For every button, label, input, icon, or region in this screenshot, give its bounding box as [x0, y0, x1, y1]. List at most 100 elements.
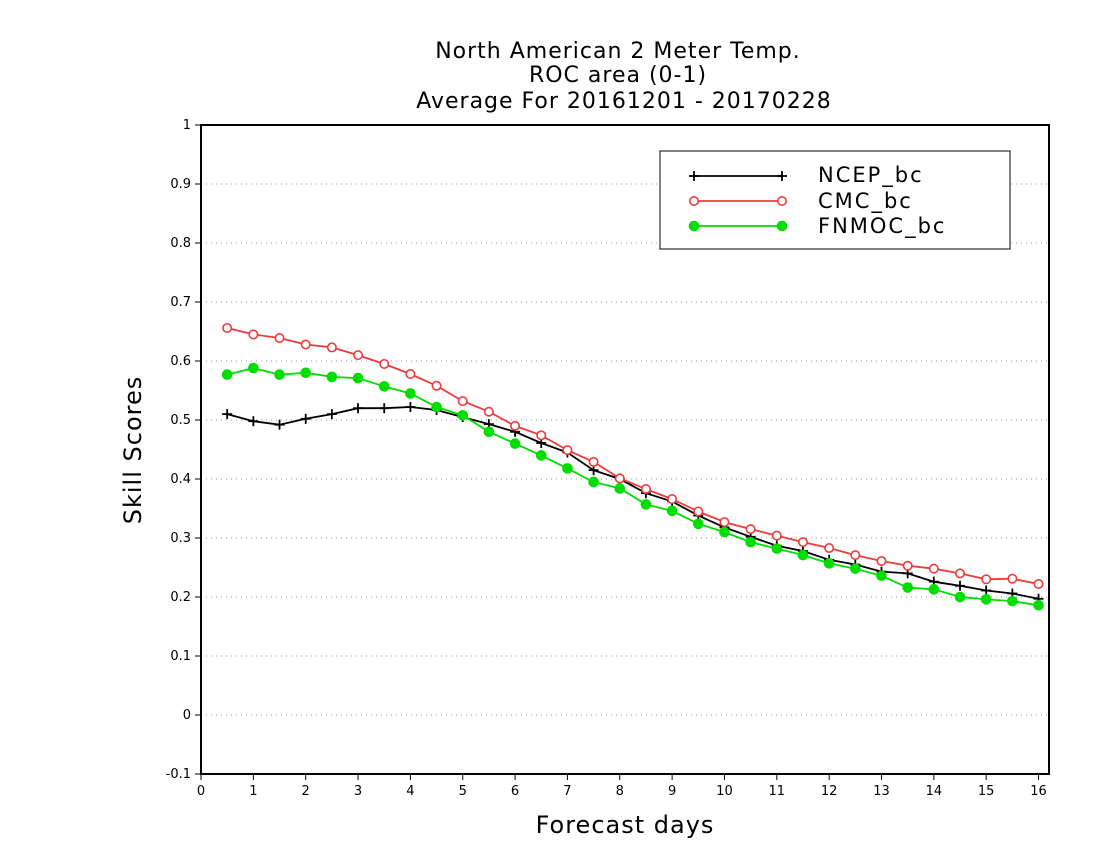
legend-box	[659, 150, 1011, 250]
y-tick-label: 0.5	[170, 413, 191, 428]
y-tick-label: 1	[183, 118, 191, 133]
x-tick-label: 8	[616, 784, 624, 799]
data-point-cmc-bc	[326, 342, 337, 353]
data-point-cmc-bc	[222, 322, 233, 333]
series-line-cmc-bc	[226, 327, 1039, 585]
data-point-cmc-bc	[640, 484, 651, 495]
data-point-fnmoc-bc	[1007, 595, 1018, 607]
data-point-cmc-bc	[745, 524, 756, 535]
x-tick-label: 5	[459, 784, 467, 799]
data-point-cmc-bc	[457, 396, 468, 407]
data-point-fnmoc-bc	[483, 426, 495, 438]
x-tick-label: 1	[249, 784, 257, 799]
gridlines	[201, 183, 1049, 716]
data-point-fnmoc-bc	[326, 371, 338, 383]
data-point-fnmoc-bc	[954, 591, 966, 603]
data-point-cmc-bc	[797, 537, 808, 548]
data-point-cmc-bc	[588, 456, 599, 467]
legend-marker-fnmoc-bc	[776, 220, 788, 232]
data-point-fnmoc-bc	[588, 476, 599, 488]
title-line-2: ROC area (0-1)	[529, 63, 707, 88]
legend-marker-cmc-bc	[688, 196, 699, 207]
data-point-cmc-bc	[876, 556, 887, 567]
y-axis-label: Skill Scores	[119, 376, 147, 525]
data-point-cmc-bc	[981, 574, 992, 585]
legend-marker-ncep-bc	[777, 171, 787, 181]
x-tick-label: 12	[821, 784, 838, 799]
data-point-fnmoc-bc	[719, 526, 730, 538]
y-tick-label: 0	[183, 708, 191, 723]
y-tick-label: 0.3	[170, 531, 191, 546]
data-point-cmc-bc	[1033, 579, 1044, 590]
data-point-ncep-bc	[353, 403, 364, 414]
data-point-cmc-bc	[353, 350, 364, 361]
x-tick-label: 13	[873, 784, 890, 799]
data-point-cmc-bc	[771, 530, 782, 541]
data-point-cmc-bc	[483, 406, 494, 417]
legend-label-ncep: NCEP_bc	[818, 163, 924, 188]
data-point-fnmoc-bc	[562, 463, 573, 474]
x-tick-label: 2	[302, 784, 310, 799]
data-point-fnmoc-bc	[980, 594, 992, 605]
data-point-fnmoc-bc	[692, 518, 704, 530]
data-point-ncep-bc	[405, 402, 416, 413]
data-point-ncep-bc	[981, 585, 992, 596]
data-point-fnmoc-bc	[902, 582, 913, 593]
x-tick-label: 14	[926, 784, 943, 799]
data-point-fnmoc-bc	[509, 438, 521, 449]
x-tick-label: 16	[1030, 784, 1047, 799]
x-tick-label: 0	[197, 784, 205, 799]
series-fnmoc-bc	[221, 362, 1044, 611]
data-point-fnmoc-bc	[378, 381, 390, 392]
series-line-ncep-bc	[226, 406, 1039, 600]
data-point-cmc-bc	[248, 329, 259, 340]
data-point-ncep-bc	[955, 580, 966, 591]
series-cmc-bc	[222, 322, 1044, 590]
data-point-cmc-bc	[719, 517, 730, 528]
data-point-fnmoc-bc	[248, 362, 259, 374]
data-point-cmc-bc	[510, 420, 521, 431]
data-point-cmc-bc	[274, 332, 285, 343]
axis-ticks: -0.100.10.20.30.40.50.60.70.80.910 1 2 3 4 5 6…	[166, 118, 1047, 799]
data-point-fnmoc-bc	[640, 499, 652, 510]
data-point-cmc-bc	[1007, 573, 1018, 584]
x-tick-label: 9	[668, 784, 676, 799]
legend: NCEP_bc CMC_bc FNMOC_bc	[659, 150, 1011, 250]
y-tick-label: 0.1	[170, 649, 191, 664]
data-point-fnmoc-bc	[666, 505, 678, 517]
x-tick-label: 3	[354, 784, 362, 799]
data-point-cmc-bc	[928, 563, 939, 574]
data-point-ncep-bc	[248, 416, 259, 427]
y-tick-label: -0.1	[166, 767, 191, 782]
data-point-cmc-bc	[850, 550, 861, 561]
data-point-fnmoc-bc	[431, 401, 442, 413]
data-point-fnmoc-bc	[876, 570, 887, 582]
data-point-fnmoc-bc	[745, 536, 756, 548]
data-point-cmc-bc	[379, 358, 390, 369]
data-point-cmc-bc	[693, 506, 704, 517]
data-point-cmc-bc	[431, 380, 442, 391]
y-tick-label: 0.8	[170, 236, 191, 251]
legend-marker-cmc-bc	[776, 196, 787, 207]
data-point-fnmoc-bc	[614, 483, 626, 494]
data-point-fnmoc-bc	[221, 369, 233, 380]
x-tick-label: 4	[406, 784, 414, 799]
series-layer	[221, 322, 1044, 611]
data-point-cmc-bc	[562, 445, 573, 456]
x-tick-label: 11	[769, 784, 786, 799]
legend-marker-fnmoc-bc	[688, 220, 700, 232]
y-tick-label: 0.2	[170, 590, 191, 605]
data-point-cmc-bc	[536, 430, 547, 441]
x-tick-label: 15	[978, 784, 995, 799]
data-point-ncep-bc	[326, 409, 337, 420]
data-point-fnmoc-bc	[274, 369, 285, 380]
data-point-cmc-bc	[824, 543, 835, 554]
data-point-fnmoc-bc	[823, 558, 835, 569]
plot-frame	[200, 124, 1050, 775]
data-point-fnmoc-bc	[1033, 599, 1044, 611]
data-point-cmc-bc	[667, 494, 678, 505]
series-ncep-bc	[222, 402, 1044, 604]
data-point-fnmoc-bc	[928, 584, 940, 595]
title-line-3: Average For 20161201 - 20170228	[416, 89, 832, 114]
